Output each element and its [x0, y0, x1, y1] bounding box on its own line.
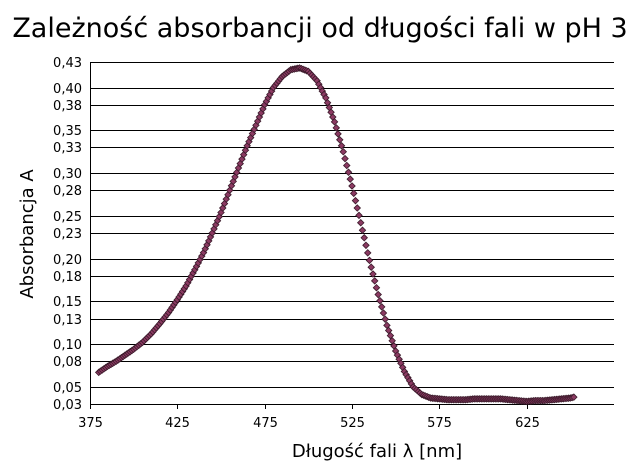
data-point	[377, 303, 386, 311]
data-point	[379, 309, 388, 317]
y-tick-labels: 0,03 0,05 0,08 0,10 0,13 0,15 0,18 0,20 0,23 0,25…	[53, 56, 82, 413]
data-point	[330, 118, 339, 126]
y-tick-label: 0,05	[53, 381, 82, 396]
data-point	[369, 270, 377, 278]
data-point	[353, 204, 362, 212]
y-tick-label: 0,43	[53, 56, 82, 71]
x-tick-label: 575	[427, 416, 452, 431]
data-point	[381, 315, 389, 323]
chart-title: Zależność absorbancji od długości fali w…	[12, 13, 627, 44]
y-tick-label: 0,30	[53, 167, 82, 182]
x-tick-labels: 375 425 475 525 575 625	[78, 416, 540, 431]
data-point	[346, 175, 355, 183]
x-tick-label: 625	[515, 416, 540, 431]
y-tick-label: 0,38	[53, 99, 82, 114]
data-point	[358, 226, 367, 235]
data-point	[360, 234, 368, 242]
data-point	[355, 211, 363, 220]
axes	[90, 62, 614, 409]
x-tick-label: 375	[78, 416, 103, 431]
data-point	[344, 168, 353, 177]
y-tick-label: 0,10	[53, 338, 82, 353]
x-axis-label: Długość fali λ [nm]	[292, 441, 462, 462]
x-tick-label: 525	[340, 416, 365, 431]
grid-lines	[90, 62, 614, 405]
data-points	[94, 64, 578, 406]
y-tick-label: 0,13	[53, 313, 82, 328]
data-point	[341, 154, 349, 163]
data-point	[239, 150, 248, 159]
data-point	[363, 249, 372, 257]
data-point	[336, 136, 344, 144]
y-tick-label: 0,18	[53, 270, 82, 285]
y-tick-label: 0,25	[53, 210, 82, 225]
data-point	[372, 283, 381, 292]
y-tick-label: 0,33	[53, 141, 82, 156]
data-point	[367, 263, 375, 271]
data-point	[334, 130, 342, 138]
data-point	[570, 393, 578, 401]
data-point	[225, 186, 234, 195]
y-tick-label: 0,28	[53, 184, 82, 199]
data-point	[232, 168, 241, 177]
data-point	[351, 196, 360, 205]
data-point	[374, 290, 382, 299]
data-point	[370, 277, 379, 285]
y-tick-label: 0,03	[53, 398, 82, 413]
data-point	[365, 256, 374, 265]
y-tick-label: 0,35	[53, 124, 82, 139]
data-point	[339, 148, 348, 156]
x-tick-label: 425	[165, 416, 190, 431]
data-point	[349, 189, 358, 198]
y-tick-label: 0,08	[53, 355, 82, 370]
x-tick-label: 475	[253, 416, 278, 431]
data-point	[362, 241, 370, 250]
data-point	[356, 218, 365, 227]
y-tick-label: 0,15	[53, 295, 82, 310]
data-point	[342, 161, 351, 170]
y-tick-label: 0,40	[53, 82, 82, 97]
data-point	[348, 182, 356, 190]
data-point	[332, 124, 341, 132]
y-tick-label: 0,23	[53, 227, 82, 242]
y-axis-label: Absorbancja A	[17, 169, 38, 299]
y-tick-label: 0,20	[53, 253, 82, 268]
data-point	[337, 142, 346, 150]
data-point	[376, 296, 384, 305]
